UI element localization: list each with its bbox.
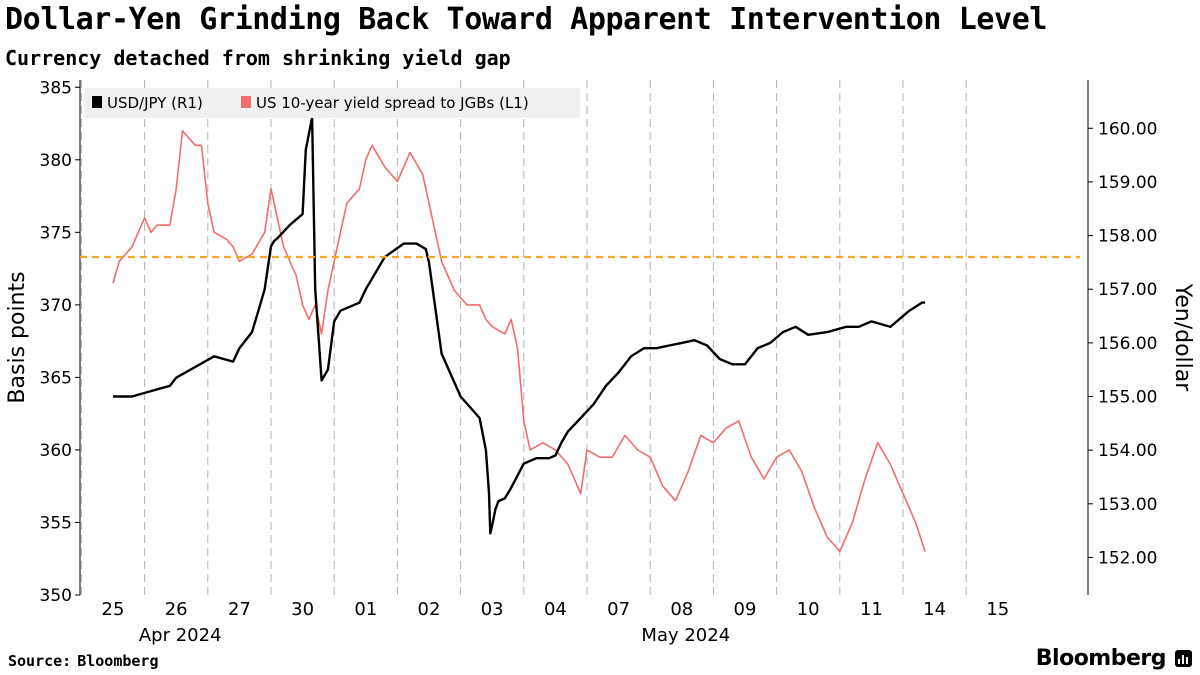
x-tick-label: 03 <box>481 599 504 620</box>
legend-swatch-usdjpy <box>92 96 102 108</box>
x-tick-label: 26 <box>165 599 188 620</box>
legend-label-usdjpy: USD/JPY (R1) <box>107 94 203 112</box>
right-tick-label: 158.00 <box>1098 227 1157 247</box>
right-tick-label: 152.00 <box>1098 548 1157 568</box>
right-tick-label: 157.00 <box>1098 280 1157 300</box>
chart-subtitle: Currency detached from shrinking yield g… <box>5 46 511 70</box>
bloomberg-logo: Bloomberg <box>1035 646 1167 671</box>
bloomberg-chart-icon <box>1175 650 1192 667</box>
x-month-label: Apr 2024 <box>139 625 222 646</box>
source-value: Bloomberg <box>77 652 159 670</box>
right-tick-label: 154.00 <box>1098 441 1157 461</box>
x-month-label: May 2024 <box>641 625 730 646</box>
yield-spread-series-line <box>112 130 926 553</box>
legend-label-spread: US 10-year yield spread to JGBs (L1) <box>256 94 529 112</box>
x-tick-label: 09 <box>734 599 757 620</box>
left-axis-title: Basis points <box>5 271 30 403</box>
x-tick-label: 25 <box>102 599 125 620</box>
chart-title: Dollar-Yen Grinding Back Toward Apparent… <box>5 2 1048 37</box>
left-tick-label: 370 <box>40 296 72 316</box>
right-axis-title: Yen/dollar <box>1170 283 1195 393</box>
left-tick-label: 365 <box>40 368 72 388</box>
left-tick-label: 350 <box>40 586 72 606</box>
x-tick-label: 07 <box>607 599 630 620</box>
x-tick-label: 01 <box>354 599 377 620</box>
right-tick-label: 156.00 <box>1098 334 1157 354</box>
left-tick-label: 355 <box>40 513 72 533</box>
legend-box <box>84 88 580 118</box>
x-tick-label: 08 <box>670 599 693 620</box>
x-tick-label: 30 <box>291 599 314 620</box>
right-tick-label: 153.00 <box>1098 495 1157 515</box>
right-tick-label: 155.00 <box>1098 388 1157 408</box>
left-tick-label: 375 <box>40 223 72 243</box>
left-tick-label: 380 <box>40 151 72 171</box>
left-tick-label: 360 <box>40 441 72 461</box>
right-tick-label: 159.00 <box>1098 173 1157 193</box>
usdjpy-series-line <box>113 116 926 535</box>
right-tick-label: 160.00 <box>1098 119 1157 139</box>
x-tick-label: 27 <box>228 599 251 620</box>
source-note: Source: Bloomberg <box>8 652 159 670</box>
x-tick-label: 11 <box>860 599 883 620</box>
legend-swatch-spread <box>241 96 251 108</box>
x-tick-label: 15 <box>986 599 1009 620</box>
x-tick-label: 02 <box>418 599 441 620</box>
left-tick-label: 385 <box>40 78 72 98</box>
x-tick-label: 04 <box>544 599 567 620</box>
x-tick-label: 10 <box>797 599 820 620</box>
source-label: Source: <box>8 652 72 670</box>
x-tick-label: 14 <box>923 599 946 620</box>
